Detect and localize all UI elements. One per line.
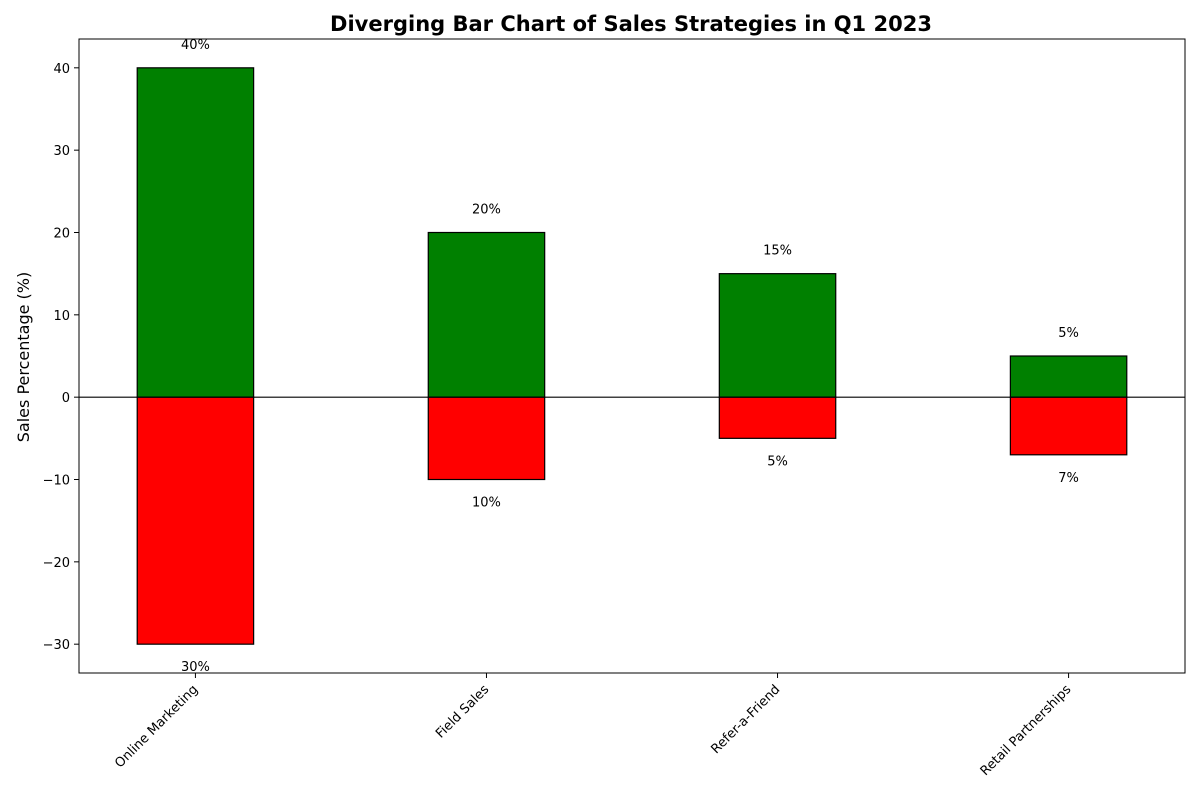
negative-data-label: 7%	[1058, 471, 1079, 486]
negative-bar-1	[427, 396, 546, 481]
y-tick-label: 10	[53, 309, 70, 324]
negative-bar-3	[1009, 396, 1128, 456]
y-tick-label: 40	[53, 62, 70, 77]
data-labels-layer: 40% 20% 15% 5% 30% 10% 5% 7%	[181, 38, 1079, 675]
x-tick-label: Field Sales	[433, 682, 492, 741]
y-tick-label: 20	[53, 226, 70, 241]
positive-bar-3	[1009, 355, 1128, 398]
positive-bar-0	[136, 67, 255, 398]
positive-bar-2	[718, 273, 837, 398]
negative-bar-0	[136, 396, 255, 645]
negative-data-label: 30%	[181, 660, 210, 675]
plot-frame	[78, 38, 1186, 674]
y-tick-label: −20	[43, 556, 70, 571]
y-tick-label: −30	[43, 638, 70, 653]
x-tick-label: Retail Partnerships	[978, 682, 1075, 779]
positive-bar-1	[427, 231, 546, 398]
negative-data-label: 5%	[767, 454, 788, 469]
positive-data-label: 40%	[181, 38, 210, 53]
x-tick-label: Online Marketing	[112, 682, 201, 771]
negative-bar-2	[718, 396, 837, 439]
chart-title: Diverging Bar Chart of Sales Strategies …	[330, 12, 932, 36]
positive-data-label: 15%	[763, 244, 792, 259]
x-tick-label: Refer-a-Friend	[708, 682, 783, 757]
positive-data-label: 20%	[472, 202, 501, 217]
y-tick-label: −10	[43, 474, 70, 489]
y-tick-label: 30	[53, 144, 70, 159]
y-axis-label: Sales Percentage (%)	[14, 272, 33, 442]
positive-data-label: 5%	[1058, 326, 1079, 341]
y-tick-label: 0	[62, 391, 70, 406]
bars-layer	[136, 67, 1128, 645]
negative-data-label: 10%	[472, 496, 501, 511]
